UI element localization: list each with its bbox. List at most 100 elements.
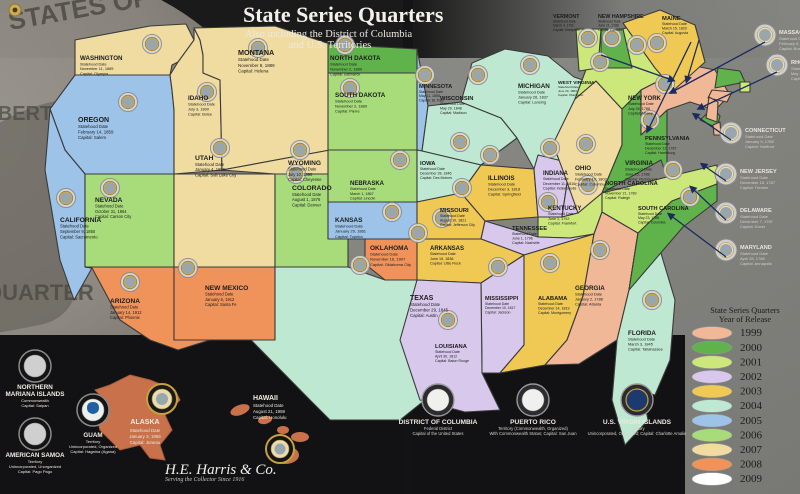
svg-text:Capital: Albany: Capital: Albany bbox=[628, 112, 653, 116]
svg-text:Capital: Santa Fe: Capital: Santa Fe bbox=[205, 302, 237, 307]
svg-text:Capital: Jefferson City: Capital: Jefferson City bbox=[440, 223, 475, 227]
svg-text:Capital: Saipan: Capital: Saipan bbox=[21, 403, 48, 408]
svg-text:Capital: Little Rock: Capital: Little Rock bbox=[430, 262, 461, 266]
svg-text:Statehood Date: Statehood Date bbox=[253, 403, 284, 408]
svg-text:2000: 2000 bbox=[740, 342, 763, 354]
svg-text:Statehood Date: Statehood Date bbox=[645, 142, 670, 146]
svg-text:U.S. VIRGIN ISLANDS: U.S. VIRGIN ISLANDS bbox=[603, 419, 672, 426]
svg-text:January 4, 1896: January 4, 1896 bbox=[195, 167, 226, 172]
svg-text:November 8, 1889: November 8, 1889 bbox=[238, 63, 275, 68]
svg-text:2007: 2007 bbox=[740, 444, 763, 456]
svg-text:Capital: Montpelier: Capital: Montpelier bbox=[553, 28, 581, 32]
svg-text:Capital: Pago Pago: Capital: Pago Pago bbox=[18, 469, 53, 474]
svg-text:Capital: Cheyenne: Capital: Cheyenne bbox=[288, 177, 322, 182]
svg-text:Statehood Date: Statehood Date bbox=[628, 102, 654, 106]
svg-text:Capital: Hartford: Capital: Hartford bbox=[745, 144, 774, 149]
svg-text:Capital: Salt Lake City: Capital: Salt Lake City bbox=[195, 173, 237, 178]
svg-text:Statehood Date: Statehood Date bbox=[292, 192, 322, 197]
svg-text:Capital: Carson City: Capital: Carson City bbox=[95, 214, 132, 219]
svg-text:Capital: Nashville: Capital: Nashville bbox=[512, 241, 540, 245]
svg-text:2005: 2005 bbox=[740, 415, 763, 427]
svg-text:Statehood Date: Statehood Date bbox=[538, 302, 563, 306]
svg-text:Capital: Des Moines: Capital: Des Moines bbox=[420, 176, 452, 180]
svg-text:Capital: Phoenix: Capital: Phoenix bbox=[110, 315, 140, 320]
svg-text:Capital: Annapolis: Capital: Annapolis bbox=[740, 261, 772, 266]
svg-text:Capital: Atlanta: Capital: Atlanta bbox=[575, 301, 602, 306]
svg-text:Capital: Indianapolis: Capital: Indianapolis bbox=[543, 187, 576, 191]
svg-text:Also including the District of: Also including the District of Columbia bbox=[245, 29, 412, 40]
svg-text:Statehood Date: Statehood Date bbox=[485, 302, 509, 306]
svg-text:Statehood Date: Statehood Date bbox=[543, 177, 569, 181]
svg-text:ALASKA: ALASKA bbox=[130, 419, 159, 426]
svg-text:Capital: Frankfort: Capital: Frankfort bbox=[548, 222, 576, 226]
svg-text:2004: 2004 bbox=[740, 400, 763, 412]
svg-text:August 10, 1821: August 10, 1821 bbox=[440, 219, 466, 223]
svg-text:Statehood Date: Statehood Date bbox=[80, 62, 107, 66]
svg-text:May 29, 1848: May 29, 1848 bbox=[440, 107, 462, 111]
svg-text:Capital: Columbus: Capital: Columbus bbox=[575, 181, 607, 186]
svg-text:May 23, 1788: May 23, 1788 bbox=[638, 216, 659, 220]
svg-text:Capital: Oklahoma City: Capital: Oklahoma City bbox=[370, 262, 411, 267]
svg-text:December 11, 1816: December 11, 1816 bbox=[543, 182, 575, 186]
svg-text:Capital: Salem: Capital: Salem bbox=[78, 135, 107, 140]
svg-text:MARIANA ISLANDS: MARIANA ISLANDS bbox=[6, 391, 65, 398]
svg-text:Statehood Date: Statehood Date bbox=[130, 428, 161, 433]
svg-text:Capital: Baton Rouge: Capital: Baton Rouge bbox=[435, 359, 469, 363]
svg-text:Capital: Bismarck: Capital: Bismarck bbox=[330, 71, 360, 76]
svg-text:Capital: Tallahassee: Capital: Tallahassee bbox=[628, 346, 663, 351]
svg-text:AMERICAN SAMOA: AMERICAN SAMOA bbox=[5, 452, 65, 459]
svg-text:Statehood Date: Statehood Date bbox=[548, 212, 574, 216]
svg-text:Statehood Date: Statehood Date bbox=[430, 252, 456, 256]
svg-text:Capital: Augusta: Capital: Augusta bbox=[662, 31, 688, 35]
svg-text:January 6, 1912: January 6, 1912 bbox=[205, 297, 235, 302]
svg-text:KENTUCKY: KENTUCKY bbox=[548, 206, 581, 212]
svg-text:2003: 2003 bbox=[740, 386, 763, 398]
svg-text:December 29, 1845: December 29, 1845 bbox=[410, 308, 449, 313]
svg-text:Year of Release: Year of Release bbox=[719, 315, 771, 324]
svg-text:March 1, 1867: March 1, 1867 bbox=[350, 192, 374, 196]
svg-text:Capital of the United States: Capital of the United States bbox=[413, 431, 464, 436]
svg-text:DISTRICT OF COLUMBIA: DISTRICT OF COLUMBIA bbox=[399, 419, 478, 426]
svg-text:June 15, 1836: June 15, 1836 bbox=[430, 257, 453, 261]
svg-text:February 14, 1859: February 14, 1859 bbox=[78, 130, 114, 135]
svg-text:Statehood Date: Statehood Date bbox=[288, 167, 317, 172]
svg-text:Capital: Jackson: Capital: Jackson bbox=[485, 311, 511, 315]
svg-text:Statehood Date: Statehood Date bbox=[440, 214, 465, 218]
svg-text:Capital: Dover: Capital: Dover bbox=[740, 224, 766, 229]
svg-text:and U.S. Territories: and U.S. Territories bbox=[289, 40, 371, 51]
svg-text:Capital: Charleston: Capital: Charleston bbox=[558, 93, 584, 97]
svg-text:TEXAS: TEXAS bbox=[410, 295, 434, 302]
svg-text:Unincorporated, Organized; Cap: Unincorporated, Organized; Capital: Char… bbox=[588, 431, 687, 436]
svg-text:2009: 2009 bbox=[740, 473, 763, 485]
svg-text:Capital: Topeka: Capital: Topeka bbox=[335, 234, 363, 239]
svg-text:Statehood Date: Statehood Date bbox=[440, 102, 465, 106]
svg-text:Capital: Hagatna (Agana): Capital: Hagatna (Agana) bbox=[70, 449, 116, 454]
svg-text:Capital: Boston: Capital: Boston bbox=[779, 46, 800, 51]
svg-text:NEW YORK: NEW YORK bbox=[628, 96, 662, 102]
svg-text:April 30, 1812: April 30, 1812 bbox=[435, 355, 457, 359]
svg-text:Capital: Pierre: Capital: Pierre bbox=[335, 108, 360, 113]
svg-text:December 28, 1846: December 28, 1846 bbox=[420, 172, 451, 176]
svg-text:June 1, 1792: June 1, 1792 bbox=[548, 217, 569, 221]
svg-text:Statehood Date: Statehood Date bbox=[419, 90, 443, 94]
svg-text:Capital: Trenton: Capital: Trenton bbox=[740, 185, 768, 190]
svg-text:NEBRASKA: NEBRASKA bbox=[350, 181, 385, 187]
svg-text:July 10, 1890: July 10, 1890 bbox=[288, 172, 313, 177]
svg-text:MONTANA: MONTANA bbox=[238, 48, 274, 57]
svg-text:Statehood Date: Statehood Date bbox=[662, 22, 687, 26]
svg-text:January 3, 1959: January 3, 1959 bbox=[129, 434, 161, 439]
svg-text:ARKANSAS: ARKANSAS bbox=[430, 246, 464, 252]
svg-text:With Commonwealth Status; Capi: With Commonwealth Status; Capital: San J… bbox=[489, 431, 577, 436]
svg-text:Statehood Date: Statehood Date bbox=[95, 204, 124, 209]
svg-text:December 14, 1819: December 14, 1819 bbox=[538, 307, 569, 311]
svg-text:Capital: Denver: Capital: Denver bbox=[292, 203, 322, 208]
svg-text:Statehood Date: Statehood Date bbox=[350, 187, 376, 191]
svg-text:Statehood Date: Statehood Date bbox=[410, 302, 441, 307]
svg-text:Statehood Date: Statehood Date bbox=[420, 167, 445, 171]
svg-text:Statehood Date: Statehood Date bbox=[78, 124, 109, 129]
svg-text:Capital: Boise: Capital: Boise bbox=[188, 111, 212, 116]
svg-text:Capital: Columbia: Capital: Columbia bbox=[638, 221, 665, 225]
svg-text:State Series Quarters: State Series Quarters bbox=[710, 306, 780, 315]
svg-text:2001: 2001 bbox=[740, 356, 762, 368]
svg-text:HAWAII: HAWAII bbox=[253, 395, 278, 402]
